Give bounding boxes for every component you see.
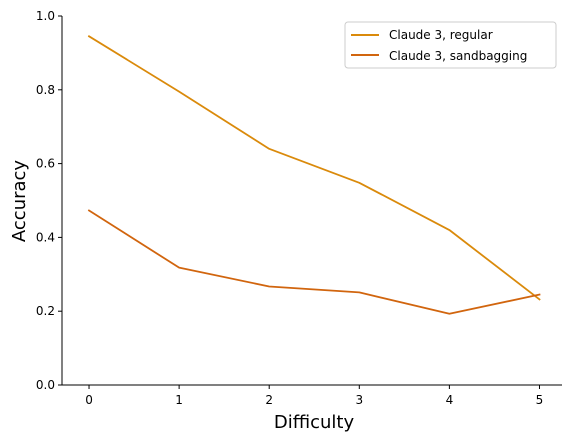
y-tick-label: 0.6	[36, 157, 55, 171]
x-tick-label: 1	[175, 393, 183, 407]
x-tick-label: 2	[265, 393, 273, 407]
legend-label-regular: Claude 3, regular	[389, 28, 493, 42]
y-tick-label: 1.0	[36, 9, 55, 23]
y-axis-label: Accuracy	[9, 160, 30, 243]
legend: Claude 3, regular Claude 3, sandbagging	[344, 21, 557, 69]
y-tick-label: 0.8	[36, 83, 55, 97]
x-tick-label: 4	[446, 393, 454, 407]
y-tick-label: 0.0	[36, 378, 55, 392]
x-tick-label: 0	[85, 393, 93, 407]
x-ticks: 0 1 2 3 4 5	[85, 385, 543, 407]
series-line-regular	[87, 35, 541, 301]
legend-frame	[344, 21, 557, 69]
y-tick-label: 0.4	[36, 230, 55, 244]
x-tick-label: 5	[536, 393, 544, 407]
x-tick-label: 3	[355, 393, 363, 407]
series-lines	[87, 35, 541, 315]
x-axis-label: Difficulty	[274, 412, 355, 433]
series-line-sandbagging	[87, 209, 541, 315]
y-tick-label: 0.2	[36, 304, 55, 318]
y-ticks: 0.0 0.2 0.4 0.6 0.8 1.0	[36, 9, 62, 392]
legend-label-sandbagging: Claude 3, sandbagging	[389, 49, 527, 63]
